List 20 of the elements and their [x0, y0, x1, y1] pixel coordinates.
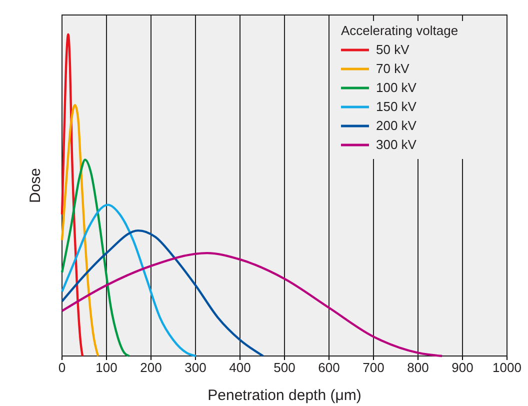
legend-label: 70 kV [376, 61, 410, 76]
x-tick-label: 800 [407, 360, 429, 376]
legend-label: 100 kV [376, 80, 417, 95]
legend-label: 300 kV [376, 137, 417, 152]
legend-label: 150 kV [376, 99, 417, 114]
x-tick-label: 700 [362, 360, 384, 376]
legend-title: Accelerating voltage [341, 23, 458, 38]
x-tick-label: 100 [96, 360, 118, 376]
x-tick-label: 500 [274, 360, 296, 376]
legend-label: 200 kV [376, 118, 417, 133]
x-tick-label: 0 [58, 360, 66, 376]
x-axis-title: Penetration depth (μm) [208, 387, 362, 404]
x-tick-label: 400 [229, 360, 251, 376]
x-tick-label: 300 [184, 360, 206, 376]
x-tick-label: 900 [452, 360, 474, 376]
x-tick-label: 200 [140, 360, 162, 376]
y-axis-title: Dose [27, 168, 44, 204]
x-tick-label: 600 [318, 360, 340, 376]
x-tick-label: 1000 [492, 360, 522, 376]
legend-label: 50 kV [376, 42, 410, 57]
